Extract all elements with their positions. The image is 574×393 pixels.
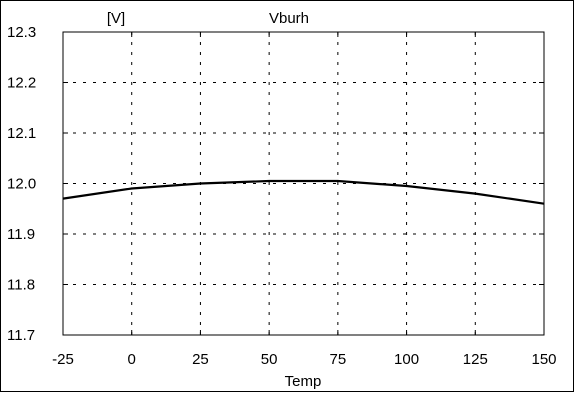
grid-layer <box>63 32 544 335</box>
x-tick-label: 25 <box>192 351 209 368</box>
x-tick-label: 150 <box>531 351 556 368</box>
y-tick-label: 11.9 <box>7 226 35 243</box>
x-axis-label: Temp <box>285 373 322 390</box>
x-tick-label: 100 <box>394 351 419 368</box>
x-tick-label: 50 <box>261 351 278 368</box>
chart-title: Vburh <box>269 10 309 27</box>
tick-labels: -25 0 25 50 75 100 125 150 11.7 11.8 11.9 12.0 12.1 1… <box>7 24 557 368</box>
x-tick-label: -25 <box>52 351 74 368</box>
x-tick-label: 125 <box>463 351 488 368</box>
y-tick-label: 12.1 <box>7 125 36 142</box>
tick-marks <box>62 31 545 336</box>
series-line <box>62 179 545 205</box>
x-tick-label: 75 <box>330 351 347 368</box>
y-tick-label: 11.7 <box>7 327 35 344</box>
y-tick-label: 12.0 <box>7 176 36 193</box>
y-tick-label: 11.8 <box>7 277 35 294</box>
y-axis-label: [V] <box>107 10 125 27</box>
series-layer <box>62 179 545 205</box>
y-tick-label: 12.3 <box>7 24 36 41</box>
y-tick-label: 12.2 <box>7 75 36 92</box>
x-tick-label: 0 <box>128 351 136 368</box>
